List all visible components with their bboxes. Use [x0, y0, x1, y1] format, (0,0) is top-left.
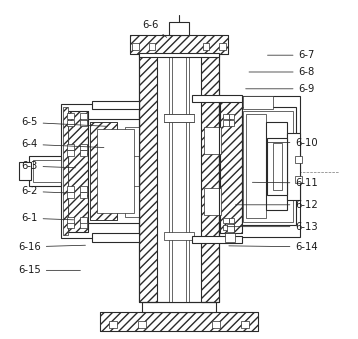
Text: 6-13: 6-13: [227, 222, 318, 232]
Bar: [295, 176, 302, 183]
Bar: [220, 99, 242, 233]
Text: 6-4: 6-4: [21, 139, 104, 149]
Text: 6-6: 6-6: [142, 20, 167, 37]
Bar: [130, 35, 228, 54]
Bar: [201, 54, 219, 302]
Bar: [220, 99, 242, 233]
Bar: [97, 129, 134, 213]
Bar: [67, 222, 74, 228]
Bar: [212, 321, 220, 327]
Bar: [201, 54, 219, 302]
Bar: [246, 114, 266, 218]
Bar: [130, 35, 228, 54]
Bar: [164, 114, 194, 122]
Bar: [219, 96, 300, 237]
Text: 6-5: 6-5: [21, 117, 107, 127]
Bar: [80, 222, 87, 228]
Bar: [19, 162, 31, 180]
Bar: [229, 120, 234, 126]
Bar: [204, 127, 221, 154]
Bar: [100, 313, 258, 331]
Bar: [80, 113, 87, 119]
Bar: [67, 150, 74, 156]
Bar: [88, 119, 139, 223]
Text: 6-15: 6-15: [18, 265, 81, 275]
Bar: [80, 120, 87, 126]
Bar: [29, 156, 61, 186]
Text: 6-2: 6-2: [21, 186, 67, 196]
Bar: [138, 321, 146, 327]
Text: 6-12: 6-12: [236, 200, 318, 210]
Bar: [33, 160, 61, 182]
Bar: [226, 233, 236, 242]
Bar: [139, 54, 219, 302]
Bar: [80, 186, 87, 192]
Bar: [273, 143, 281, 190]
Bar: [132, 43, 139, 50]
Bar: [287, 133, 300, 200]
Bar: [267, 138, 287, 195]
Bar: [61, 104, 139, 238]
Text: 6-1: 6-1: [21, 213, 74, 223]
Bar: [169, 22, 189, 35]
Bar: [67, 217, 74, 223]
Bar: [229, 218, 234, 223]
Bar: [100, 313, 258, 331]
Bar: [80, 217, 87, 223]
Bar: [149, 43, 155, 50]
Bar: [227, 224, 234, 232]
Bar: [169, 54, 189, 302]
Bar: [67, 186, 74, 192]
Bar: [242, 107, 296, 225]
Bar: [164, 232, 194, 240]
Bar: [223, 120, 229, 126]
Bar: [223, 218, 229, 223]
Text: 6-3: 6-3: [21, 161, 75, 171]
Bar: [110, 321, 117, 327]
Text: 6-9: 6-9: [246, 84, 315, 94]
Bar: [80, 150, 87, 156]
Bar: [142, 302, 216, 313]
Bar: [192, 236, 242, 243]
Text: 6-10: 6-10: [267, 138, 318, 147]
Text: 6-11: 6-11: [252, 178, 318, 188]
Bar: [243, 111, 293, 222]
Bar: [223, 225, 229, 230]
Bar: [125, 186, 139, 217]
Bar: [139, 53, 219, 57]
Text: 6-7: 6-7: [267, 50, 315, 60]
Bar: [92, 233, 139, 242]
Bar: [229, 114, 234, 119]
Bar: [139, 54, 157, 302]
Bar: [67, 192, 74, 198]
Bar: [229, 225, 234, 230]
Bar: [80, 192, 87, 198]
Text: 6-14: 6-14: [229, 242, 318, 252]
Bar: [157, 54, 201, 302]
Bar: [68, 111, 88, 232]
Bar: [67, 120, 74, 126]
Bar: [67, 144, 74, 150]
Text: 6-8: 6-8: [249, 67, 315, 77]
Bar: [223, 114, 229, 119]
Bar: [63, 107, 68, 235]
Bar: [203, 43, 209, 50]
Bar: [80, 144, 87, 150]
Bar: [90, 122, 117, 220]
Bar: [243, 96, 273, 109]
Bar: [92, 101, 139, 109]
Bar: [266, 122, 287, 210]
Bar: [125, 127, 139, 156]
Bar: [241, 321, 248, 327]
Bar: [204, 188, 221, 215]
Bar: [68, 111, 88, 232]
Bar: [139, 54, 157, 302]
Text: 6-16: 6-16: [18, 242, 86, 252]
Bar: [90, 122, 117, 220]
Bar: [63, 107, 68, 235]
Bar: [192, 95, 242, 102]
Bar: [67, 113, 74, 119]
Bar: [295, 156, 302, 163]
Bar: [219, 43, 226, 50]
